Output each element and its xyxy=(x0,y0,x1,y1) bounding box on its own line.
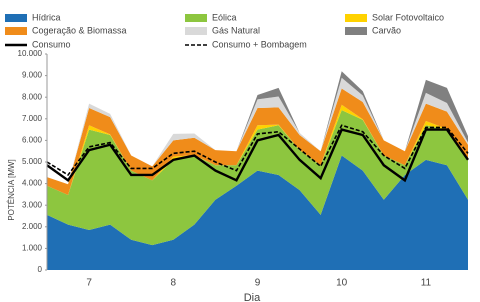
y-axis-label: POTÊNCIA [MW] xyxy=(7,159,16,220)
y-tick-label: 3.000 xyxy=(22,200,43,209)
y-tick-label: 9.000 xyxy=(22,71,43,80)
legend-label: Cogeração & Biomassa xyxy=(32,25,127,35)
x-tick-label: 8 xyxy=(171,278,177,289)
x-axis-label: Dia xyxy=(244,292,261,302)
line xyxy=(46,128,469,183)
legend-swatch xyxy=(185,14,207,22)
line xyxy=(46,124,469,177)
legend-swatch xyxy=(345,27,367,35)
x-tick-label: 9 xyxy=(255,278,261,289)
legend-label: Solar Fotovoltaico xyxy=(372,12,444,22)
legend-label: Consumo xyxy=(32,39,71,49)
legend-swatch xyxy=(345,14,367,22)
legend-swatch xyxy=(5,14,27,22)
y-tick-label: 6.000 xyxy=(22,136,43,145)
y-tick-label: 1.000 xyxy=(22,244,43,253)
y-tick-label: 4.000 xyxy=(22,179,43,188)
x-tick-label: 7 xyxy=(86,278,92,289)
y-tick-label: 5.000 xyxy=(22,157,43,166)
legend-swatch xyxy=(185,27,207,35)
area xyxy=(47,71,468,185)
y-tick-label: 8.000 xyxy=(22,92,43,101)
y-tick-label: 7.000 xyxy=(22,114,43,123)
legend-label: Eólica xyxy=(212,12,237,22)
y-tick-label: 0 xyxy=(38,265,43,274)
x-tick-label: 11 xyxy=(421,278,432,289)
legend-label: Consumo + Bombagem xyxy=(212,39,307,49)
legend-swatch xyxy=(5,27,27,35)
x-tick-label: 10 xyxy=(336,278,348,289)
y-tick-label: 10.000 xyxy=(18,49,43,58)
y-tick-label: 2.000 xyxy=(22,222,43,231)
area xyxy=(47,110,468,246)
legend-label: Gás Natural xyxy=(212,25,260,35)
area xyxy=(47,155,468,270)
legend-label: Hídrica xyxy=(32,12,61,22)
legend-label: Carvão xyxy=(372,25,401,35)
